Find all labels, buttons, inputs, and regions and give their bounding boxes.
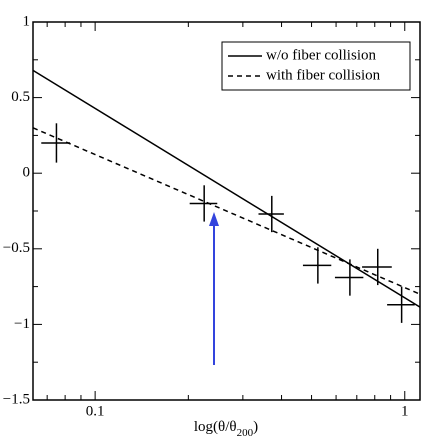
x-label-tail: ) (253, 419, 258, 435)
line (33, 69, 420, 308)
y-tick-label: −0.5 (3, 240, 30, 256)
legend-label: with fiber collision (266, 67, 381, 83)
x-axis-label: log(θ/θ200) (194, 419, 258, 438)
x-label-base: log(θ/θ (194, 419, 237, 435)
line (33, 127, 420, 295)
y-tick-label: −1 (14, 316, 30, 332)
legend-label: w/o fiber collision (266, 47, 376, 63)
x-tick-label: 0.1 (86, 403, 105, 419)
x-tick-label: 1 (401, 403, 409, 419)
y-tick-label: 0.5 (11, 89, 30, 105)
y-tick-label: −1.5 (3, 391, 30, 407)
x-label-sub: 200 (237, 427, 254, 439)
y-tick-label: 0 (23, 165, 31, 181)
legend: w/o fiber collision with fiber collision (221, 41, 411, 91)
arrow-head (209, 212, 219, 226)
y-tick-label: 1 (23, 13, 31, 29)
legend-box (221, 41, 411, 91)
